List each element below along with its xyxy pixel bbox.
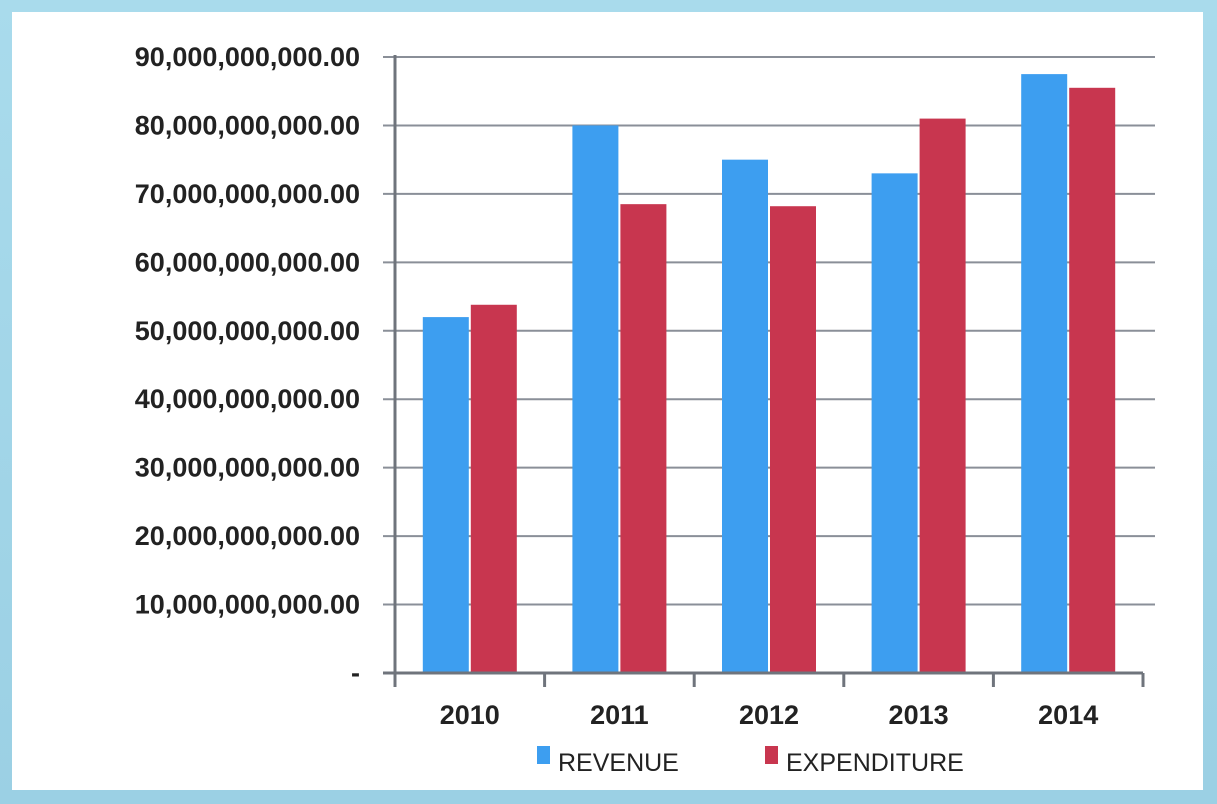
- legend: REVENUE EXPENDITURE: [537, 746, 964, 777]
- legend-label-revenue: REVENUE: [558, 749, 679, 777]
- y-tick-label: -: [351, 658, 360, 688]
- legend-label-expenditure: EXPENDITURE: [786, 749, 964, 777]
- bar-expenditure-2013: [919, 118, 966, 674]
- x-tick-labels: 2010 2011 2012 2013 2014: [440, 700, 1098, 730]
- y-tick-label: 70,000,000,000.00: [135, 179, 360, 209]
- bar-revenue-2010: [422, 317, 469, 673]
- y-tick-label: 10,000,000,000.00: [135, 590, 360, 620]
- y-tick-label: 40,000,000,000.00: [135, 384, 360, 414]
- y-tick-label: 80,000,000,000.00: [135, 110, 360, 140]
- x-tick-label: 2014: [1038, 700, 1098, 730]
- y-tick-labels: - 10,000,000,000.00 20,000,000,000.00 30,00…: [135, 42, 360, 688]
- legend-swatch-revenue: [537, 746, 550, 764]
- y-tick-label: 90,000,000,000.00: [135, 42, 360, 72]
- y-tick-label: 60,000,000,000.00: [135, 247, 360, 277]
- bar-revenue-2012: [722, 159, 768, 673]
- x-tick-label: 2010: [440, 700, 500, 730]
- bar-revenue-2011: [572, 125, 619, 673]
- bar-expenditure-2011: [620, 204, 667, 673]
- x-tick-label: 2011: [590, 700, 649, 730]
- bar-revenue-2014: [1021, 74, 1068, 674]
- bar-expenditure-2010: [470, 304, 517, 673]
- axes: [383, 55, 1145, 687]
- bar-expenditure-2012: [770, 206, 816, 673]
- y-tick-label: 30,000,000,000.00: [135, 453, 360, 483]
- bar-expenditure-2014: [1069, 87, 1116, 674]
- bar-revenue-2013: [871, 173, 918, 673]
- y-tick-label: 20,000,000,000.00: [135, 521, 360, 551]
- x-tick-label: 2012: [739, 700, 799, 730]
- legend-swatch-expenditure: [765, 746, 778, 764]
- bars: [422, 74, 1116, 674]
- x-tick-label: 2013: [889, 700, 949, 730]
- y-tick-label: 50,000,000,000.00: [135, 316, 360, 346]
